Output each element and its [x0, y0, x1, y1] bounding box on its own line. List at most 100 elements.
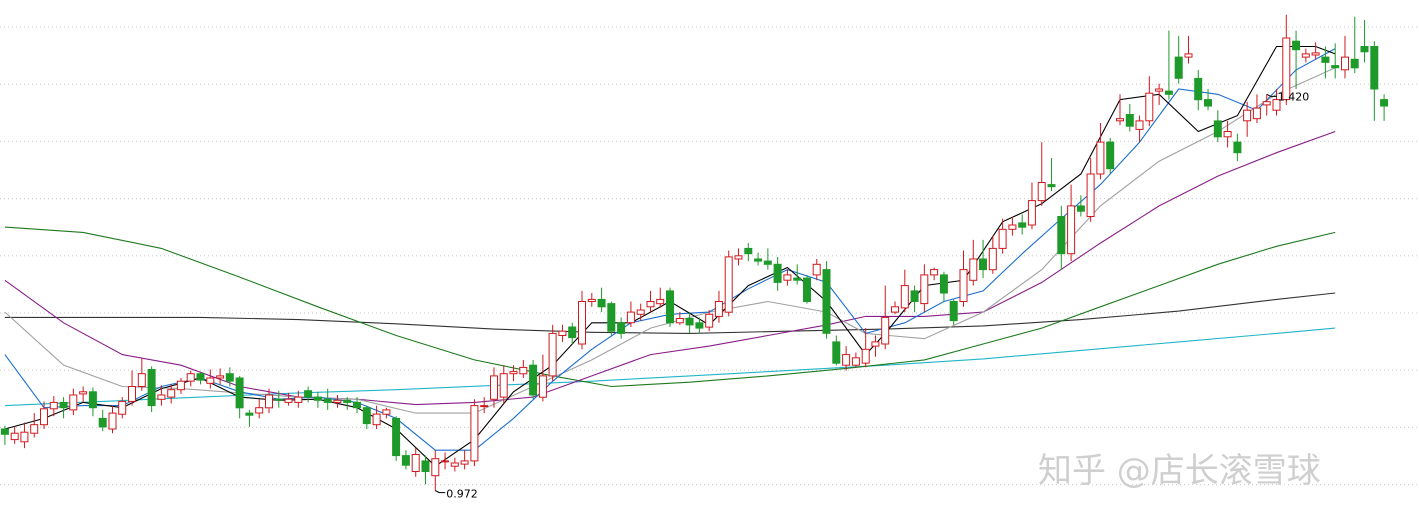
candle — [480, 397, 489, 414]
candle-body-down — [147, 369, 156, 407]
candle-body-down — [88, 391, 97, 409]
candle — [1076, 195, 1085, 217]
candle-body-down — [1233, 141, 1242, 154]
candle — [842, 346, 851, 371]
candle-body-up — [724, 256, 733, 313]
candle-body-down — [421, 460, 430, 472]
candle — [392, 416, 401, 461]
low-price-label: 0.972 — [446, 488, 478, 501]
candle — [1106, 137, 1115, 174]
candle — [225, 367, 234, 387]
candle-body-up — [842, 354, 851, 366]
candle-body-up — [460, 460, 469, 465]
candle — [353, 397, 361, 414]
candle — [529, 359, 538, 400]
candle — [1184, 35, 1193, 64]
candle — [959, 250, 968, 307]
candle-body-up — [626, 311, 635, 324]
candle — [558, 324, 567, 342]
candle — [1027, 182, 1036, 230]
candle — [1380, 94, 1389, 121]
candle — [1164, 30, 1173, 100]
candle-body-down — [1125, 114, 1134, 127]
candle-body-up — [470, 405, 479, 462]
candle — [1018, 214, 1027, 235]
candle-body-down — [793, 277, 802, 281]
candle-body-up — [734, 255, 743, 260]
candle — [1047, 158, 1056, 191]
candle — [470, 399, 479, 467]
candle-body-up — [1184, 53, 1193, 58]
candle — [206, 369, 215, 389]
candle-body-down — [529, 364, 538, 396]
candle-body-down — [979, 258, 987, 271]
candle — [773, 256, 782, 291]
ma5-line — [4, 45, 1336, 467]
candle — [1213, 110, 1222, 143]
candle-body-up — [675, 318, 684, 324]
candle-body-down — [235, 377, 244, 409]
candle-body-down — [666, 290, 674, 324]
candle — [754, 252, 763, 266]
candle-body-up — [382, 409, 391, 415]
candle-body-down — [803, 277, 811, 303]
candle — [499, 365, 508, 404]
candle-body-up — [1155, 88, 1164, 92]
candle — [59, 397, 68, 419]
ma20-line — [4, 67, 1336, 414]
candle-body-up — [79, 391, 88, 395]
candle-body-up — [49, 401, 58, 410]
candle-body-up — [969, 258, 978, 281]
candle — [724, 250, 733, 317]
candle — [969, 239, 978, 286]
candle-body-up — [783, 274, 792, 281]
low-marker-arrow — [435, 490, 446, 494]
candle — [939, 271, 948, 302]
candle — [69, 388, 78, 416]
candle-body-down — [323, 398, 332, 403]
candle-body-down — [362, 407, 371, 425]
candle — [431, 450, 440, 491]
candle — [421, 455, 430, 485]
candle — [1067, 184, 1076, 262]
candle-body-up — [1243, 109, 1252, 122]
candle-body-up — [1096, 141, 1105, 175]
candle — [910, 285, 919, 313]
candle — [460, 450, 469, 470]
candle — [1174, 35, 1183, 84]
candle — [401, 450, 410, 470]
candle — [597, 287, 606, 313]
candle-body-down — [939, 274, 948, 294]
candle-body-up — [646, 301, 655, 308]
candle — [998, 218, 1007, 254]
candle — [881, 285, 890, 350]
candle — [656, 287, 665, 308]
candle — [1037, 142, 1046, 206]
candle-body-down — [607, 303, 616, 332]
candle — [157, 385, 166, 406]
candle-body-down — [1018, 222, 1027, 228]
candle-body-up — [998, 228, 1007, 249]
candle-body-down — [392, 417, 401, 457]
candle-body-up — [1145, 92, 1154, 122]
ma60-line — [4, 226, 1336, 388]
candle-body-down — [754, 258, 763, 262]
candle-body-up — [450, 462, 459, 467]
candle — [1243, 101, 1252, 137]
candle-body-up — [1116, 118, 1124, 122]
candle — [79, 386, 88, 403]
candle — [1096, 123, 1105, 180]
candle-body-up — [30, 424, 39, 434]
candle — [118, 397, 127, 419]
candle-body-up — [137, 373, 146, 388]
candle — [1311, 42, 1320, 60]
candle-body-up — [40, 408, 48, 426]
candle-body-down — [98, 417, 107, 428]
candle-body-up — [636, 309, 645, 315]
candle — [646, 290, 655, 313]
candle — [137, 357, 146, 391]
candle — [783, 269, 792, 286]
candle-body-up — [1067, 205, 1076, 255]
candle-body-up — [519, 366, 528, 375]
